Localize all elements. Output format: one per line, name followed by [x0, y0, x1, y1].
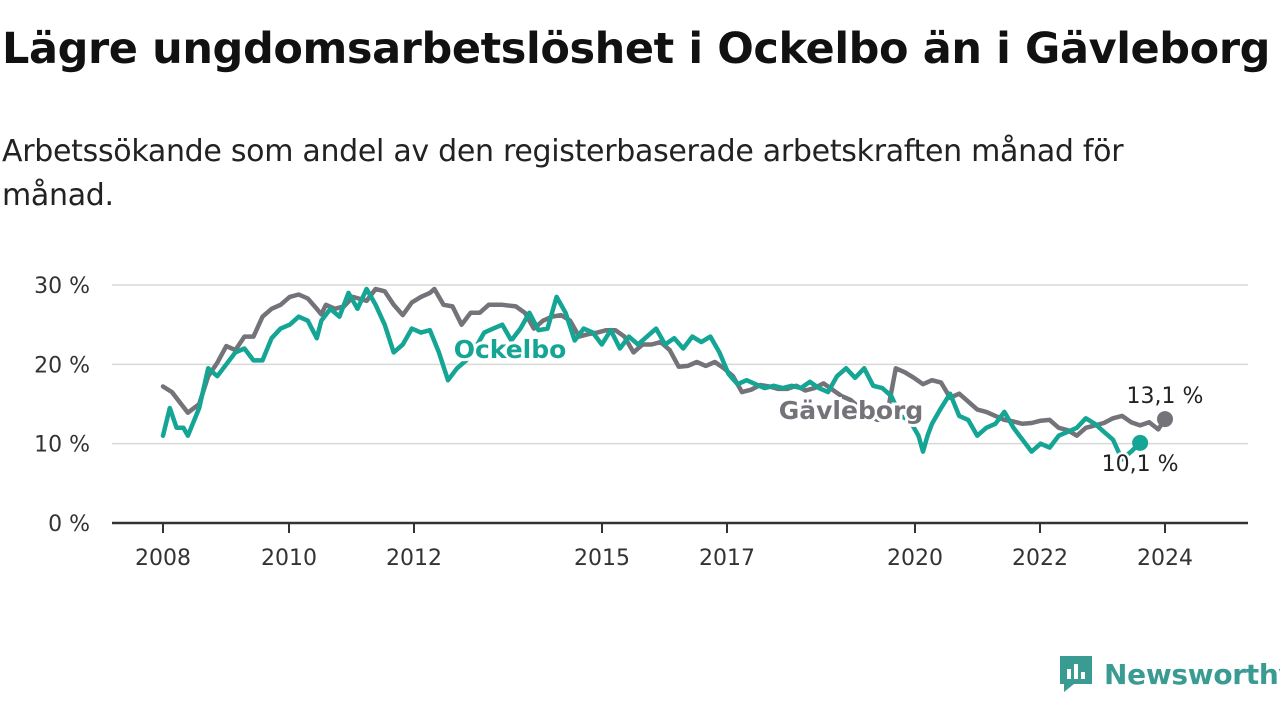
y-tick-label: 30 % — [34, 274, 90, 299]
x-tick-label: 2017 — [699, 546, 755, 571]
bar-chart-speech-icon — [1060, 656, 1092, 692]
x-tick-label: 2022 — [1012, 546, 1068, 571]
series-label-gavleborg: Gävleborg — [779, 396, 924, 425]
chart-title: Lägre ungdomsarbetslöshet i Ockelbo än i… — [2, 24, 1271, 74]
x-tick-label: 2008 — [135, 546, 191, 571]
x-tick-label: 2020 — [887, 546, 943, 571]
x-tick-label: 2015 — [574, 546, 630, 571]
series-lines — [160, 286, 1168, 462]
end-label-ockelbo: 10,1 % — [1102, 452, 1179, 477]
y-tick-label: 0 % — [48, 512, 90, 537]
end-point-gavleborg — [1157, 411, 1173, 428]
brand-name: Newsworthy — [1104, 657, 1280, 691]
series-labels: 13,1 % 10,1 % Ockelbo Gävleborg — [451, 332, 1206, 479]
x-tick-label: 2024 — [1137, 546, 1193, 571]
end-label-gavleborg: 13,1 % — [1127, 384, 1204, 409]
series-label-ockelbo: Ockelbo — [454, 335, 567, 364]
x-axis: 2008 2010 2012 2015 2017 2020 2022 2024 — [112, 521, 1248, 571]
chart-subtitle: Arbetssökande som andel av den registerb… — [2, 134, 1124, 213]
x-tick-label: 2012 — [386, 546, 442, 571]
newsworthy-logo[interactable]: Newsworthy — [1058, 652, 1280, 696]
y-tick-label: 10 % — [34, 433, 90, 458]
y-axis: 0 % 10 % 20 % 30 % — [34, 274, 90, 537]
series-line-g-vleborg — [160, 286, 1168, 438]
series-line-ockelbo — [160, 286, 1143, 462]
end-point-ockelbo — [1132, 434, 1149, 451]
x-tick-label: 2010 — [261, 546, 317, 571]
y-tick-label: 20 % — [34, 353, 90, 378]
